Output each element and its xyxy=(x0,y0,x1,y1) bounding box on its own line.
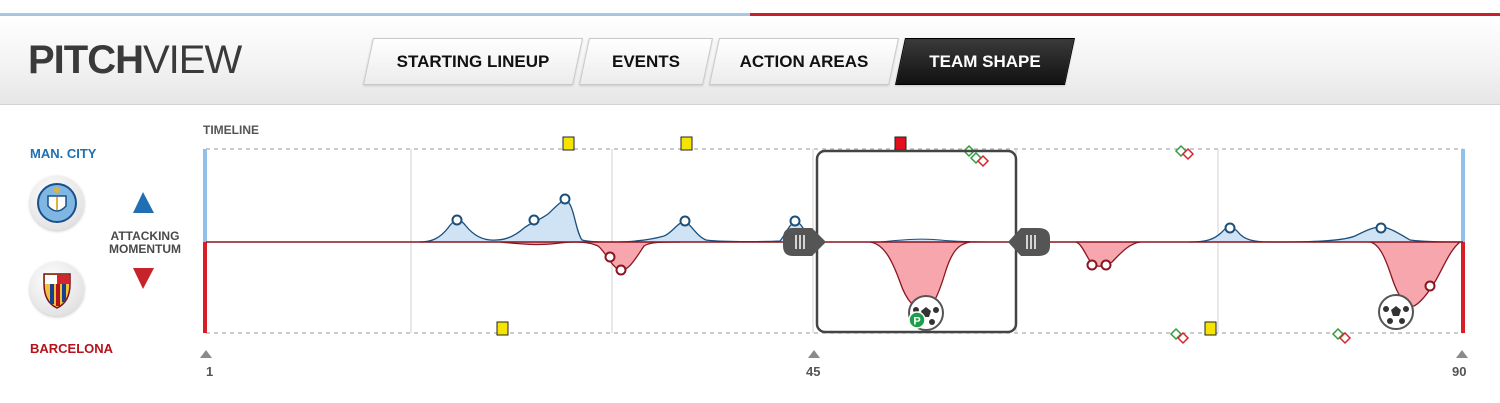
substitution-icon[interactable] xyxy=(962,144,990,168)
barcelona-crest-icon xyxy=(30,262,84,316)
away-timeline-end-bar xyxy=(1461,242,1465,333)
timeline-panel xyxy=(0,105,1500,403)
selection-end-handle[interactable] xyxy=(1008,228,1050,256)
man-city-crest-icon xyxy=(30,176,84,230)
home-timeline-start-bar xyxy=(203,149,207,242)
tick-marker-half-icon xyxy=(808,350,820,358)
home-team-name: MAN. CITY xyxy=(30,146,97,161)
home-substitution-markers xyxy=(962,144,1195,168)
home-momentum-line-3 xyxy=(1189,226,1461,243)
tick-marker-start-icon xyxy=(200,350,212,358)
yellow-card-icon[interactable] xyxy=(562,136,575,151)
home-peak-marker[interactable] xyxy=(1224,222,1236,234)
away-momentum-line-1 xyxy=(499,241,681,271)
away-peak-marker[interactable] xyxy=(1100,259,1112,271)
substitution-icon[interactable] xyxy=(1174,144,1195,161)
top-accent-bar xyxy=(0,0,1500,16)
momentum-label-line1: ATTACKING xyxy=(110,229,180,243)
away-team-name: BARCELONA xyxy=(30,341,114,356)
home-momentum-up-arrow-icon xyxy=(133,192,154,213)
home-peak-marker[interactable] xyxy=(451,214,463,226)
logo-bold: PITCH xyxy=(28,38,144,82)
tick-label-half: 45 xyxy=(806,364,821,379)
away-card-markers xyxy=(496,321,1217,336)
momentum-label-line2: MOMENTUM xyxy=(109,242,181,256)
substitution-icon[interactable] xyxy=(1331,327,1352,345)
yellow-card-icon[interactable] xyxy=(680,136,693,151)
home-peak-marker[interactable] xyxy=(679,215,691,227)
yellow-card-icon[interactable] xyxy=(496,321,509,336)
home-peak-marker[interactable] xyxy=(789,215,801,227)
selection-start-handle[interactable] xyxy=(783,228,826,256)
home-peak-marker[interactable] xyxy=(559,193,571,205)
home-momentum-area-1 xyxy=(420,201,813,242)
app-logo: PITCHVIEW xyxy=(28,38,242,82)
substitution-icon[interactable] xyxy=(1169,327,1190,345)
away-peak-marker[interactable] xyxy=(604,251,616,263)
penalty-badge-icon: P xyxy=(908,311,926,329)
away-timeline-start-bar xyxy=(203,242,207,333)
tick-label-end: 90 xyxy=(1452,364,1467,379)
home-momentum-line-1 xyxy=(419,200,814,243)
home-timeline-end-bar xyxy=(1461,149,1465,242)
home-momentum-peak-markers xyxy=(451,193,1387,234)
goal-ball-icon[interactable] xyxy=(1378,294,1414,330)
home-accent-bar xyxy=(0,13,750,16)
header: PITCHVIEW STARTING LINEUP EVENTS ACTION … xyxy=(0,16,1500,105)
penalty-badge-label: P xyxy=(913,316,920,328)
home-peak-marker[interactable] xyxy=(528,214,540,226)
timeline-tick-markers xyxy=(200,350,1468,358)
tick-marker-end-icon xyxy=(1456,350,1468,358)
home-peak-marker[interactable] xyxy=(1375,222,1387,234)
away-substitution-markers xyxy=(1169,327,1352,345)
home-card-markers xyxy=(562,136,907,151)
logo-light: VIEW xyxy=(143,38,242,82)
away-momentum-down-arrow-icon xyxy=(133,268,154,289)
away-peak-marker[interactable] xyxy=(615,264,627,276)
red-card-icon[interactable] xyxy=(894,136,907,151)
away-momentum-area-4 xyxy=(1370,242,1460,307)
away-momentum-area-2 xyxy=(870,242,970,311)
timeline-title: TIMELINE xyxy=(203,123,259,137)
away-momentum-peak-markers xyxy=(604,251,1436,292)
attacking-momentum-label: ATTACKING MOMENTUM xyxy=(100,230,190,256)
away-accent-bar xyxy=(750,13,1500,16)
away-peak-marker[interactable] xyxy=(1086,259,1098,271)
away-momentum-area-1 xyxy=(500,242,680,271)
tick-label-start: 1 xyxy=(206,364,214,379)
yellow-card-icon[interactable] xyxy=(1204,321,1217,336)
away-peak-marker[interactable] xyxy=(1424,280,1436,292)
away-momentum-line-4 xyxy=(1369,241,1461,307)
